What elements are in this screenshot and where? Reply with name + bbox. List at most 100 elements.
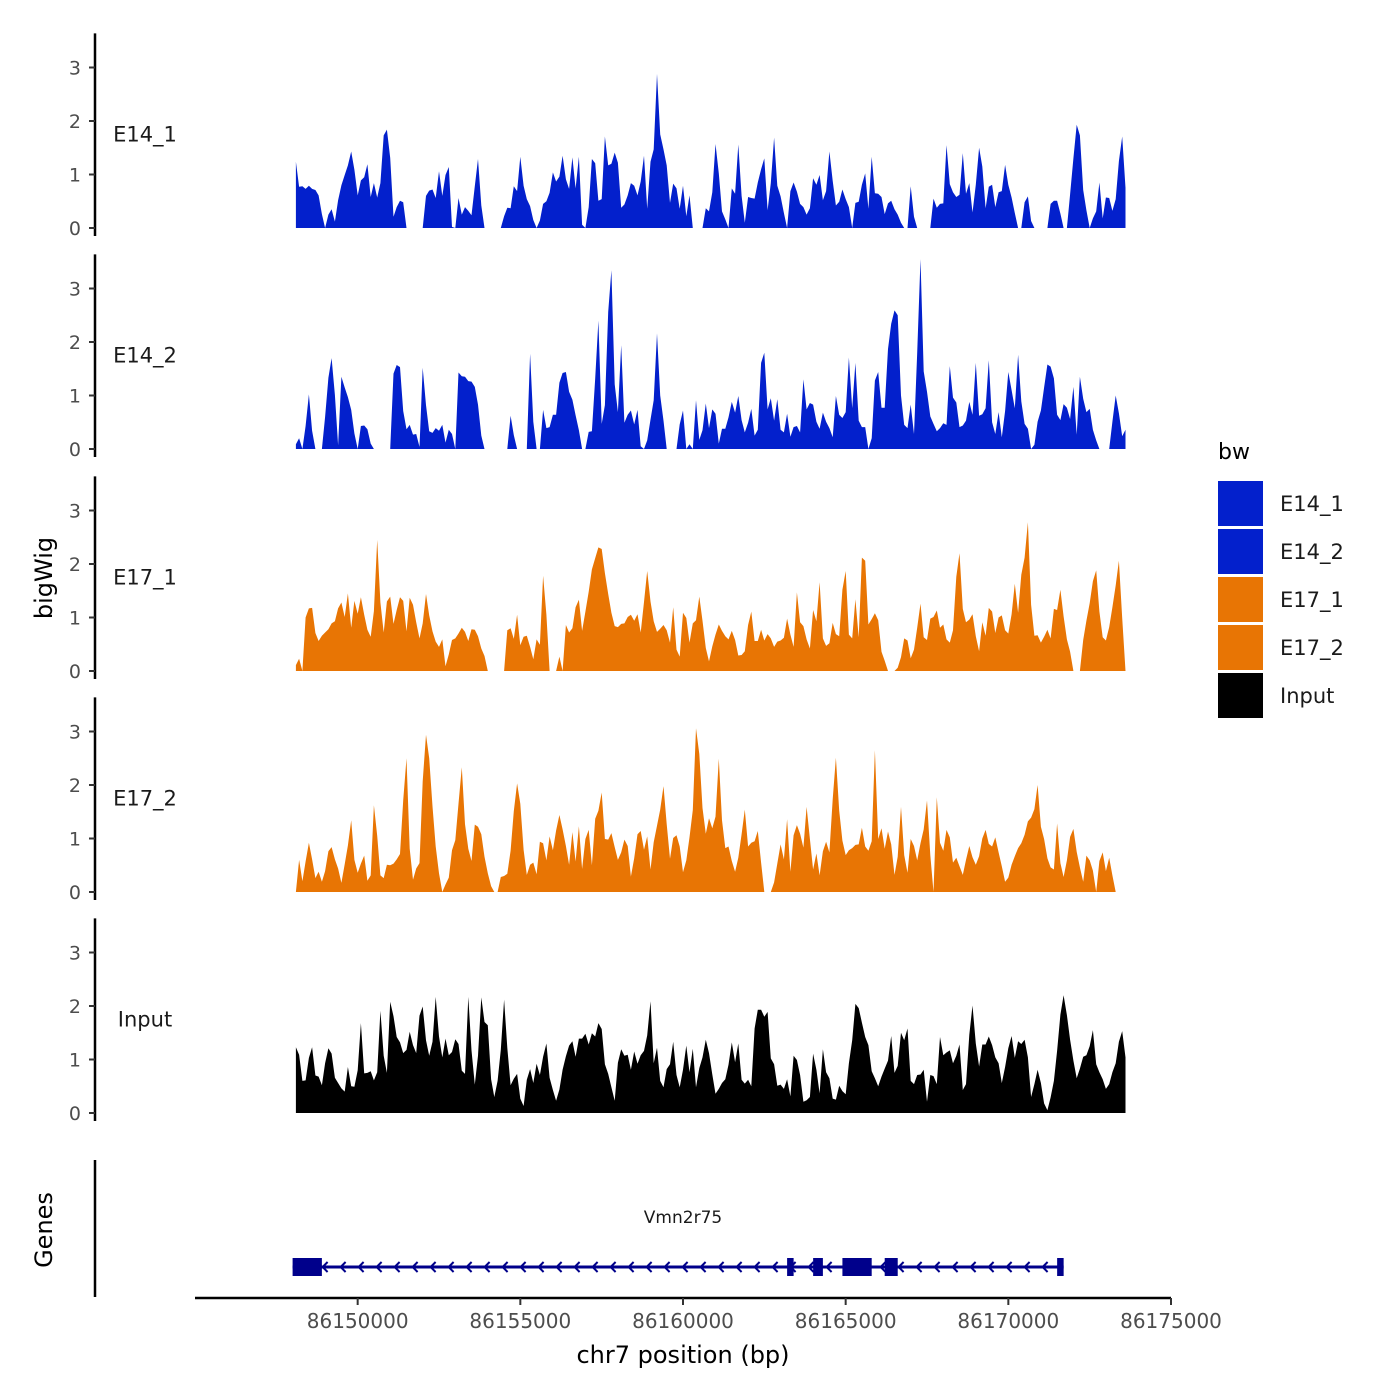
track-Input: 0 1 2 3 Input xyxy=(69,918,1126,1125)
strand-arrow xyxy=(735,1261,743,1273)
legend-item-E17_1: E17_1 xyxy=(1218,577,1344,622)
strand-arrow xyxy=(807,1261,815,1273)
strand-arrow xyxy=(933,1261,941,1273)
strand-arrow xyxy=(483,1261,491,1273)
y-tick-label: 1 xyxy=(69,829,81,851)
y-tick-label: 0 xyxy=(69,882,81,904)
legend-item-Input: Input xyxy=(1218,673,1334,718)
strand-arrow xyxy=(465,1261,473,1273)
x-tick-label: 86160000 xyxy=(632,1309,734,1333)
y-tick-label: 0 xyxy=(69,439,81,461)
strand-arrow xyxy=(879,1261,887,1273)
y-tick-label: 2 xyxy=(69,996,81,1018)
legend-label: E14_2 xyxy=(1280,540,1344,565)
y-axis-title: bigWig xyxy=(30,537,58,619)
strand-arrow xyxy=(681,1261,689,1273)
y-tick-label: 2 xyxy=(69,775,81,797)
y-tick-label: 2 xyxy=(69,111,81,133)
strand-arrow xyxy=(897,1261,905,1273)
strand-arrow xyxy=(537,1261,545,1273)
strand-arrow xyxy=(591,1261,599,1273)
track-area-Input xyxy=(295,995,1126,1113)
strand-arrow xyxy=(987,1261,995,1273)
y-tick-label: 3 xyxy=(69,722,81,744)
strand-arrow xyxy=(393,1261,401,1273)
y-tick-label: 3 xyxy=(69,58,81,80)
exon xyxy=(813,1258,823,1276)
strand-arrow xyxy=(573,1261,581,1273)
track-label: Input xyxy=(118,1007,172,1031)
gene-label: Vmn2r75 xyxy=(644,1208,722,1228)
strand-arrow xyxy=(1041,1261,1049,1273)
legend-swatch xyxy=(1218,529,1263,574)
track-E14_1: 0 1 2 3 E14_1 xyxy=(69,33,1126,240)
track-E17_2: 0 1 2 3 E17_2 xyxy=(69,697,1126,904)
genes-panel: Vmn2r75 xyxy=(93,1160,1064,1297)
legend-item-E17_2: E17_2 xyxy=(1218,625,1344,670)
x-tick-label: 86155000 xyxy=(469,1309,571,1333)
x-tick-label: 86165000 xyxy=(795,1309,897,1333)
legend-item-E14_2: E14_2 xyxy=(1218,529,1344,574)
strand-arrow xyxy=(501,1261,509,1273)
y-tick-label: 3 xyxy=(69,279,81,301)
legend-title: bw xyxy=(1218,440,1250,465)
strand-arrow xyxy=(915,1261,923,1273)
strand-arrow xyxy=(321,1261,329,1273)
strand-arrow xyxy=(645,1261,653,1273)
x-axis: 86150000 86155000 86160000 86165000 86170000… xyxy=(195,1296,1222,1333)
strand-arrow xyxy=(375,1261,383,1273)
exon xyxy=(787,1258,794,1276)
strand-arrow xyxy=(519,1261,527,1273)
x-tick-label: 86170000 xyxy=(957,1309,1059,1333)
exon xyxy=(884,1258,898,1276)
track-label: E14_1 xyxy=(113,122,177,147)
genes-axis-title: Genes xyxy=(30,1192,58,1268)
legend-swatch xyxy=(1218,577,1263,622)
strand-arrow xyxy=(429,1261,437,1273)
track-area-E14_1 xyxy=(295,73,1126,229)
gene-Vmn2r75: Vmn2r75 xyxy=(292,1208,1064,1276)
track-E17_1: 0 1 2 3 E17_1 xyxy=(69,476,1126,683)
strand-arrow xyxy=(627,1261,635,1273)
y-tick-label: 1 xyxy=(69,386,81,408)
x-tick-label: 86150000 xyxy=(307,1309,409,1333)
strand-arrow xyxy=(969,1261,977,1273)
track-label: E17_2 xyxy=(113,786,177,811)
strand-arrow xyxy=(555,1261,563,1273)
y-tick-label: 1 xyxy=(69,608,81,630)
y-tick-label: 1 xyxy=(69,165,81,187)
exon xyxy=(1057,1258,1064,1276)
y-tick-label: 1 xyxy=(69,1050,81,1072)
signal-tracks: 0 1 2 3 E14_1 0 1 2 3 E14_2 0 1 2 3 E17_1 0 1 2 3 E17_2 0 1 2 3… xyxy=(69,33,1126,1125)
strand-arrow xyxy=(447,1261,455,1273)
strand-arrow xyxy=(1005,1261,1013,1273)
strand-arrow xyxy=(717,1261,725,1273)
strand-arrow xyxy=(951,1261,959,1273)
y-tick-label: 3 xyxy=(69,501,81,523)
y-tick-label: 0 xyxy=(69,661,81,683)
y-tick-label: 2 xyxy=(69,554,81,576)
legend-swatch xyxy=(1218,481,1263,526)
legend-label: E17_1 xyxy=(1280,588,1344,613)
strand-arrow xyxy=(411,1261,419,1273)
legend-label: Input xyxy=(1280,684,1334,708)
legend-label: E14_1 xyxy=(1280,492,1344,517)
strand-arrow xyxy=(699,1261,707,1273)
y-tick-label: 2 xyxy=(69,332,81,354)
track-label: E14_2 xyxy=(113,343,177,368)
track-area-E17_2 xyxy=(295,728,1126,892)
strand-arrow xyxy=(825,1261,833,1273)
y-tick-label: 0 xyxy=(69,1103,81,1125)
track-label: E17_1 xyxy=(113,565,177,590)
exon xyxy=(292,1258,322,1276)
y-tick-label: 0 xyxy=(69,218,81,240)
strand-arrow xyxy=(753,1261,761,1273)
track-area-E17_1 xyxy=(295,522,1126,671)
track-area-E14_2 xyxy=(295,259,1126,449)
legend: bw E14_1 E14_2 E17_1 E17_2 Input xyxy=(1218,440,1344,718)
strand-arrow xyxy=(1023,1261,1031,1273)
legend-item-E14_1: E14_1 xyxy=(1218,481,1344,526)
strand-arrow xyxy=(663,1261,671,1273)
x-axis-title: chr7 position (bp) xyxy=(576,1341,789,1369)
